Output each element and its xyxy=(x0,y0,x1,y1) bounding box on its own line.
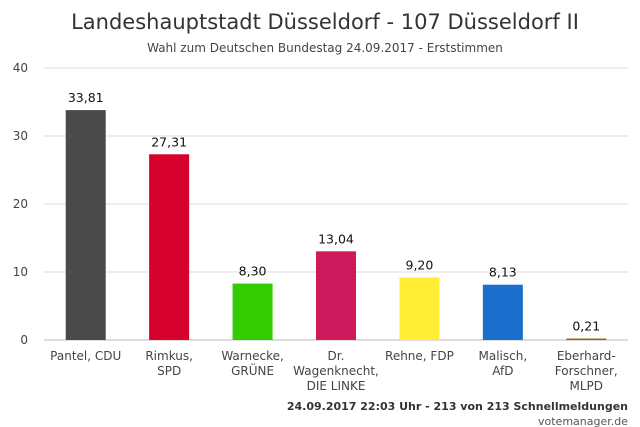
value-label: 27,31 xyxy=(151,134,187,149)
category-label: Rimkus, xyxy=(145,349,193,363)
category-label: Malisch, xyxy=(479,349,528,363)
bar-3[interactable] xyxy=(316,251,356,340)
credit-link[interactable]: votemanager.de xyxy=(538,415,628,427)
y-tick-label: 30 xyxy=(13,129,28,143)
value-labels: 33,81 27,31 8,30 13,04 9,20 8,13 0,21 xyxy=(68,90,600,333)
category-label: MLPD xyxy=(570,379,604,393)
value-label: 9,20 xyxy=(406,257,434,272)
category-label: GRÜNE xyxy=(231,362,274,378)
value-label: 0,21 xyxy=(572,319,600,334)
grid-lines xyxy=(44,67,628,341)
bar-1[interactable] xyxy=(149,154,190,340)
category-labels: Pantel, CDU Rimkus,SPD Warnecke,GRÜNE Dr.Wa… xyxy=(50,349,618,393)
bar-2[interactable] xyxy=(232,283,273,340)
category-label: SPD xyxy=(157,364,181,378)
y-tick-label: 0 xyxy=(20,333,28,347)
category-label: Forschner, xyxy=(555,364,618,378)
y-tick-label: 10 xyxy=(13,265,28,279)
bar-4[interactable] xyxy=(399,277,440,340)
category-label: AfD xyxy=(492,364,513,378)
category-label: Wagenknecht, xyxy=(293,364,379,378)
chart-subtitle: Wahl zum Deutschen Bundestag 24.09.2017 … xyxy=(147,41,503,55)
category-label: DIE LINKE xyxy=(307,379,366,393)
bars xyxy=(65,110,607,340)
category-label: Eberhard- xyxy=(557,349,616,363)
category-label: Rehne, FDP xyxy=(385,349,454,363)
y-tick-label: 20 xyxy=(13,197,28,211)
bar-6[interactable] xyxy=(566,338,607,340)
bar-0[interactable] xyxy=(65,110,106,340)
value-label: 33,81 xyxy=(68,90,104,105)
chart-title: Landeshauptstadt Düsseldorf - 107 Düssel… xyxy=(71,10,579,34)
value-label: 8,30 xyxy=(239,264,267,279)
y-tick-label: 40 xyxy=(13,61,28,75)
category-label: Pantel, CDU xyxy=(50,349,121,363)
value-label: 13,04 xyxy=(318,231,354,246)
bar-5[interactable] xyxy=(482,284,523,340)
category-label: Warnecke, xyxy=(221,349,283,363)
footer-note: 24.09.2017 22:03 Uhr - 213 von 213 Schne… xyxy=(287,400,628,413)
category-label: Dr. xyxy=(328,349,345,363)
y-axis-ticks: 0 10 20 30 40 xyxy=(13,61,28,347)
value-label: 8,13 xyxy=(489,265,517,280)
